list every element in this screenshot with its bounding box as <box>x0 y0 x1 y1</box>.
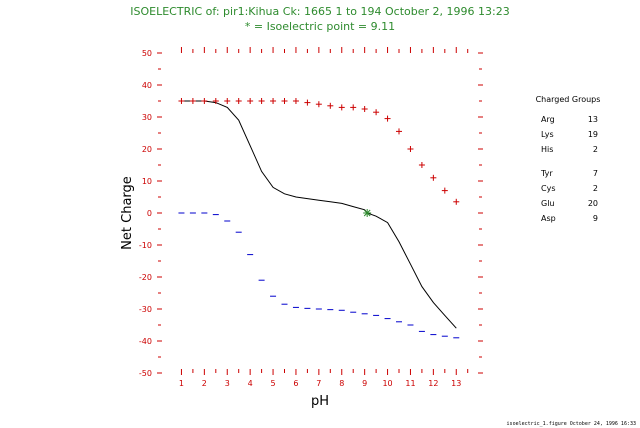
positive-charge-point <box>247 98 254 104</box>
x-tick-label: 8 <box>339 379 344 388</box>
positive-charge-point <box>441 187 448 194</box>
positive-charge-point <box>315 101 322 108</box>
positive-charge-point <box>270 98 277 104</box>
positive-charge-point <box>418 162 425 168</box>
positive-charge-point <box>212 98 219 104</box>
legend-title: Charged Groups <box>536 95 601 104</box>
y-tick-label: 40 <box>142 81 152 90</box>
positive-charge-point <box>350 104 357 111</box>
positive-charge-point <box>304 99 311 106</box>
y-tick-label: -30 <box>139 305 152 314</box>
positive-charge-point <box>407 146 414 152</box>
legend-group-count: 20 <box>588 199 598 208</box>
x-tick-label: 9 <box>362 379 367 388</box>
legend-group-name: Asp <box>541 214 556 223</box>
star-d2 <box>363 209 371 217</box>
legend-group-count: 7 <box>593 169 598 178</box>
positive-charge-point <box>361 106 368 112</box>
legend-group-count: 9 <box>593 214 598 223</box>
chart-subtitle: * = Isoelectric point = 9.11 <box>245 20 395 33</box>
series-layer <box>178 98 460 339</box>
y-tick-label: 50 <box>142 49 152 58</box>
x-tick-label: 10 <box>382 379 392 388</box>
y-tick-label: -10 <box>139 241 152 250</box>
positive-charge-point <box>338 104 345 111</box>
x-tick-label: 11 <box>405 379 415 388</box>
y-tick-label: -20 <box>139 273 152 282</box>
positive-charge-point <box>384 115 391 122</box>
positive-charge-point <box>258 98 265 104</box>
x-tick-label: 2 <box>202 379 207 388</box>
positive-charge-point <box>430 174 437 181</box>
x-tick-label: 7 <box>316 379 321 388</box>
positive-charge-point <box>373 109 380 116</box>
positive-charge-point <box>201 98 208 104</box>
positive-charge-point <box>292 98 299 104</box>
x-tick-label: 3 <box>225 379 230 388</box>
y-tick-label: 30 <box>142 113 152 122</box>
y-tick-label: -50 <box>139 369 152 378</box>
legend-group-name: Lys <box>541 130 554 139</box>
x-tick-label: 13 <box>451 379 461 388</box>
positive-charge-point <box>327 102 334 109</box>
legend-group-count: 2 <box>593 145 598 154</box>
y-tick-label: -40 <box>139 337 152 346</box>
legend-group-count: 13 <box>588 115 598 124</box>
positive-charge-point <box>453 198 460 205</box>
legend-group-count: 2 <box>593 184 598 193</box>
x-tick-label: 1 <box>179 379 184 388</box>
positive-charge-point <box>189 98 196 104</box>
positive-charge-point <box>224 98 231 104</box>
y-axis-label: Net Charge <box>120 176 135 250</box>
net-charge-line <box>181 100 457 329</box>
legend-group-name: Arg <box>541 115 555 124</box>
legend-group-name: His <box>541 145 553 154</box>
x-tick-label: 6 <box>293 379 298 388</box>
x-tick-label: 4 <box>248 379 253 388</box>
y-tick-label: 20 <box>142 145 152 154</box>
legend-group-count: 19 <box>588 130 598 139</box>
legend: Charged Groups Arg 13 Lys 19 His 2 Tyr 7 Cys 2 Glu… <box>536 95 601 223</box>
isoelectric-point-marker <box>363 209 372 217</box>
positive-charge-point <box>178 98 185 104</box>
legend-group-name: Cys <box>541 184 556 193</box>
y-tick-label: 10 <box>142 177 152 186</box>
legend-group-name: Tyr <box>540 169 553 178</box>
x-tick-label: 5 <box>271 379 276 388</box>
positive-charge-point <box>235 98 242 104</box>
footer-caption: isoelectric_1.figure October 24, 1996 16… <box>507 421 636 427</box>
x-tick-label: 12 <box>428 379 438 388</box>
y-tick-label: 0 <box>147 209 152 218</box>
legend-group-name: Glu <box>541 199 555 208</box>
positive-charge-point <box>396 128 403 135</box>
chart-title: ISOELECTRIC of: pir1:Kihua Ck: 1665 1 to… <box>130 5 509 18</box>
positive-charge-point <box>281 98 288 104</box>
x-axis-label: pH <box>311 394 329 409</box>
